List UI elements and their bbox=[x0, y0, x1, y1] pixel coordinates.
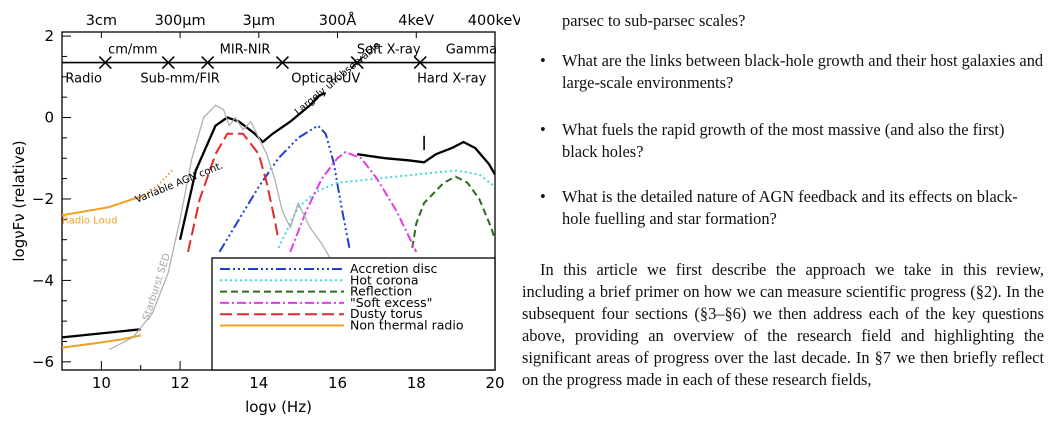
y-tick-label: 2 bbox=[44, 27, 54, 45]
sed-curve bbox=[62, 334, 141, 349]
body-text-column: parsec to sub-parsec scales? • What are … bbox=[522, 0, 1046, 421]
bullet-marker: • bbox=[540, 120, 546, 139]
sed-curve bbox=[289, 151, 418, 253]
sed-curve bbox=[62, 328, 141, 339]
band-boundary-cross bbox=[98, 56, 112, 70]
sed-curve bbox=[187, 132, 280, 253]
figure-annotation: Variable AGN cont. bbox=[134, 160, 225, 205]
sed-figure: 10 12 14 16 18 20 2 0 −2 −4 −6 3cm 300μm 3μm 300Å 4keV 4… bbox=[0, 0, 522, 421]
x-axis-label: logν (Hz) bbox=[245, 398, 312, 416]
y-tick-label: −2 bbox=[32, 190, 54, 208]
top-axis-label: 3μm bbox=[243, 13, 276, 29]
y-axis-label: logνFν (relative) bbox=[10, 140, 28, 261]
bullet-marker: • bbox=[540, 51, 546, 70]
sed-curve bbox=[62, 195, 141, 217]
band-label-lower: Radio bbox=[65, 72, 102, 87]
x-tick-label: 20 bbox=[485, 374, 504, 392]
bullet-text: What fuels the rapid growth of the most … bbox=[562, 120, 1005, 161]
legend-label: Accretion disc bbox=[350, 261, 437, 276]
legend-label: Non thermal radio bbox=[350, 318, 463, 333]
sed-curve bbox=[218, 124, 351, 253]
x-tick-label: 10 bbox=[92, 374, 111, 392]
sed-curve bbox=[411, 175, 495, 248]
sed-curve bbox=[277, 169, 495, 249]
band-label-upper: cm/mm bbox=[108, 43, 158, 58]
x-tick-label: 12 bbox=[171, 374, 190, 392]
band-label-upper: Gamma bbox=[446, 43, 497, 58]
x-tick-label: 14 bbox=[249, 374, 268, 392]
legend-label: Dusty torus bbox=[350, 306, 422, 321]
top-axis-label: 300μm bbox=[155, 13, 206, 29]
top-axis-label: 4keV bbox=[398, 13, 434, 29]
bullet-marker: • bbox=[540, 187, 546, 206]
bullet-text: What is the detailed nature of AGN feedb… bbox=[562, 187, 1018, 228]
bullet-text: What are the links between black-hole gr… bbox=[562, 51, 1044, 92]
band-boundary-cross bbox=[275, 56, 289, 70]
band-boundary-cross bbox=[201, 56, 215, 70]
band-boundary-cross bbox=[413, 56, 427, 70]
figure-annotation: Starburst SED bbox=[141, 252, 173, 322]
top-axis-label: 3cm bbox=[86, 13, 117, 29]
band-label-lower: Optical-UV bbox=[291, 72, 360, 87]
top-axis-label: 300Å bbox=[319, 12, 357, 29]
y-tick-label: −6 bbox=[32, 353, 54, 371]
x-tick-label: 16 bbox=[328, 374, 347, 392]
band-boundary-cross bbox=[161, 56, 175, 70]
sed-curve bbox=[108, 104, 350, 351]
band-boundary-cross bbox=[350, 56, 364, 70]
top-axis-label: 400keV bbox=[468, 13, 520, 29]
sed-curve bbox=[357, 140, 495, 176]
band-label-upper: Soft X-ray bbox=[357, 43, 421, 58]
legend-label: Hot corona bbox=[350, 272, 419, 287]
x-tick-label: 18 bbox=[407, 374, 426, 392]
legend-label: "Soft excess" bbox=[350, 295, 432, 310]
band-label-lower: Sub-mm/FIR bbox=[140, 72, 220, 87]
y-tick-label: 0 bbox=[44, 109, 54, 127]
band-label-lower: Hard X-ray bbox=[417, 72, 487, 87]
legend-label: Reflection bbox=[350, 284, 412, 299]
y-tick-label: −4 bbox=[32, 271, 54, 289]
figure-annotation: Radio Loud bbox=[62, 215, 117, 226]
continued-question-line: parsec to sub-parsec scales? bbox=[562, 11, 746, 30]
intro-paragraph: In this article we first describe the ap… bbox=[522, 260, 1044, 389]
band-label-upper: MIR-NIR bbox=[220, 43, 271, 58]
